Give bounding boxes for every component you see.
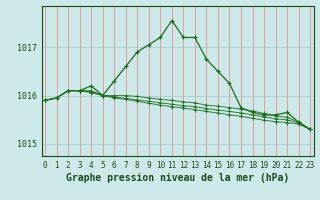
X-axis label: Graphe pression niveau de la mer (hPa): Graphe pression niveau de la mer (hPa) — [66, 173, 289, 183]
